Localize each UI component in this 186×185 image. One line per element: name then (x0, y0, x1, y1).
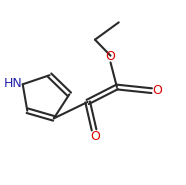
Text: O: O (90, 130, 100, 143)
Text: O: O (152, 84, 162, 97)
Text: O: O (106, 50, 116, 63)
Text: HN: HN (4, 78, 23, 90)
